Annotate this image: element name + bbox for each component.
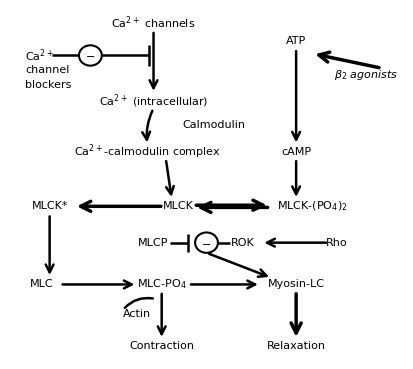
Text: ROK: ROK bbox=[231, 238, 255, 248]
Text: Ca$^{2+}$-calmodulin complex: Ca$^{2+}$-calmodulin complex bbox=[74, 142, 221, 161]
Text: Ca$^{2+}$ channels: Ca$^{2+}$ channels bbox=[112, 14, 196, 31]
Text: Rho: Rho bbox=[326, 238, 348, 248]
Text: Contraction: Contraction bbox=[129, 341, 194, 351]
Text: channel: channel bbox=[25, 65, 69, 75]
Text: Calmodulin: Calmodulin bbox=[182, 120, 245, 130]
Text: MLC-PO$_4$: MLC-PO$_4$ bbox=[137, 277, 187, 292]
Text: Relaxation: Relaxation bbox=[267, 341, 325, 351]
Text: MLCP: MLCP bbox=[138, 238, 169, 248]
Text: $-$: $-$ bbox=[85, 51, 95, 61]
Text: MLCK: MLCK bbox=[163, 201, 193, 211]
Text: MLCK*: MLCK* bbox=[31, 201, 68, 211]
Text: $\beta_2$ agonists: $\beta_2$ agonists bbox=[334, 69, 398, 82]
Text: Ca$^{2+}$ (intracellular): Ca$^{2+}$ (intracellular) bbox=[99, 92, 208, 110]
Text: Myosin-LC: Myosin-LC bbox=[268, 279, 325, 289]
Text: blockers: blockers bbox=[25, 80, 71, 90]
Text: ATP: ATP bbox=[286, 36, 306, 46]
Text: cAMP: cAMP bbox=[281, 147, 311, 157]
Text: MLCK-(PO$_4$)$_2$: MLCK-(PO$_4$)$_2$ bbox=[277, 200, 348, 213]
Text: MLC: MLC bbox=[30, 279, 53, 289]
Text: Actin: Actin bbox=[123, 308, 151, 318]
Text: Ca$^{2+}$: Ca$^{2+}$ bbox=[25, 47, 54, 64]
Text: $-$: $-$ bbox=[202, 238, 211, 248]
